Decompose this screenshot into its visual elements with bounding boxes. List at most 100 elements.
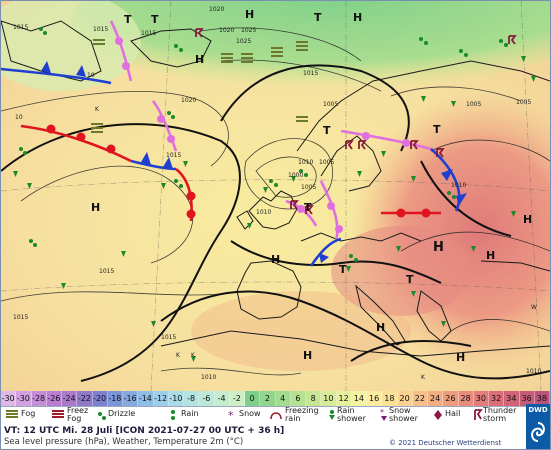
pressure-centre-high: H — [195, 53, 204, 66]
legend-label: Fog — [21, 409, 36, 418]
svg-text:*: * — [228, 409, 234, 421]
pressure-centre-low: T — [433, 123, 441, 136]
pressure-centre-low: T — [323, 124, 331, 137]
pressure-centre-high: H — [245, 8, 254, 21]
north-coast-europe — [300, 232, 422, 242]
pressure-centre-high: H — [456, 351, 465, 364]
pressure-centre-high: H — [523, 213, 532, 226]
temperature-scale-step: -30 — [16, 391, 32, 406]
cold-front-atlantic — [130, 159, 177, 171]
temperature-scale-step: 8 — [306, 391, 322, 406]
temperature-scale-step: -20 — [92, 391, 108, 406]
temperature-scale-step: 28 — [458, 391, 474, 406]
iberia-coast — [236, 260, 302, 320]
isobar-label: 1020 — [209, 6, 224, 13]
small-map-label: W — [531, 304, 537, 311]
temperature-scale-step: -30 — [1, 391, 17, 406]
rain-icon — [171, 410, 175, 420]
isobar-label: 1015 — [99, 268, 114, 275]
isobar-label: 1010 — [298, 159, 313, 166]
temperature-scale-step: 34 — [504, 391, 520, 406]
temperature-scale-step: -22 — [77, 391, 93, 406]
pressure-centre-high: H — [433, 240, 444, 255]
occlusion-north-sea — [319, 180, 339, 242]
small-map-label: 10 — [15, 114, 23, 121]
dwd-logo-text: DWD — [528, 406, 548, 414]
norway-coast — [320, 135, 382, 192]
temperature-scale-step: -6 — [199, 391, 215, 406]
temperature-scale-step: -18 — [107, 391, 123, 406]
shower-symbols — [13, 56, 536, 362]
black-sea-coast — [480, 260, 550, 272]
precipitation-symbols — [19, 27, 508, 262]
temperature-scale-step: 22 — [412, 391, 428, 406]
dwd-logo: DWD — [526, 404, 550, 449]
snow-icon: * — [228, 409, 234, 421]
temperature-scale-step: -16 — [123, 391, 139, 406]
small-map-label: K — [421, 374, 426, 381]
legend-label: Drizzle — [108, 409, 136, 418]
snow-shower-icon: * — [380, 409, 387, 421]
legend-label: Freez Fog — [67, 406, 89, 423]
pressure-centres: H H H H H H H H H H H T T T T T T T T — [91, 8, 532, 364]
cool-zone-northwest — [1, 1, 141, 91]
isobar-label: 1015 — [141, 30, 156, 37]
cold-front-north — [1, 67, 112, 85]
isobar-label: 1000 — [288, 172, 303, 179]
freezing-rain-icon — [270, 412, 282, 420]
cool-zone-north — [71, 1, 550, 91]
drizzle-icon — [98, 412, 106, 420]
legend-label: Freezing rain — [285, 406, 319, 423]
rain-shower-icon — [329, 410, 335, 420]
dwd-swirl-icon — [531, 422, 545, 442]
temperature-scale-step: -28 — [31, 391, 47, 406]
heat-zone-mediterranean — [191, 291, 411, 371]
thunderstorm-icon — [474, 409, 483, 420]
temperature-scale-step: 20 — [397, 391, 413, 406]
isobar-label: 1015 — [166, 152, 181, 159]
graticule — [1, 1, 550, 391]
small-map-label: K — [95, 106, 100, 113]
temperature-scale-step: -10 — [168, 391, 184, 406]
temperature-scale-step: -26 — [46, 391, 62, 406]
svg-text:*: * — [380, 409, 384, 417]
temperature-scale: -30 -30 -28 -26 -24 -22 -20 -18 -16 -14 -12 -10 -8 -6… — [1, 391, 550, 406]
legend-label: Rain — [181, 409, 199, 418]
north-africa-coast — [160, 330, 550, 357]
pressure-centre-low: T — [339, 263, 347, 276]
temperature-scale-step: -12 — [153, 391, 169, 406]
pressure-centre-low: T — [124, 13, 132, 26]
isobar-label: 1010 — [526, 368, 541, 375]
isobar-label: 1005 — [466, 101, 481, 108]
small-map-labels: 10 10 K K K K W — [15, 72, 537, 381]
pressure-centre-high: H — [303, 349, 312, 362]
isobar-label: 1005 — [516, 99, 531, 106]
pressure-centre-high: H — [376, 321, 385, 334]
legend-label: Thunder storm — [483, 406, 517, 423]
temperature-scale-step: -14 — [138, 391, 154, 406]
isobar-label: 1015 — [161, 334, 176, 341]
temperature-scale-step: -8 — [184, 391, 200, 406]
temperature-scale-step: 4 — [275, 391, 291, 406]
temperature-scale-step: 30 — [473, 391, 489, 406]
isobar-label: 1005 — [319, 159, 334, 166]
temperature-scale-step: 6 — [290, 391, 306, 406]
isobar-label: 1005 — [301, 184, 316, 191]
temperature-scale-step: 38 — [534, 391, 550, 406]
temperature-scale-step: 36 — [519, 391, 535, 406]
temperature-scale-step: 0 — [245, 391, 261, 406]
pressure-centre-low: T — [314, 11, 322, 24]
fog-icon — [6, 410, 18, 418]
legend-label: Snow — [239, 409, 261, 418]
fog-symbols — [91, 39, 308, 133]
valid-time-label: VT: 12 UTC Mi. 28 Juli [ICON 2021-07-27 … — [4, 426, 285, 436]
temperature-scale-step: 12 — [336, 391, 352, 406]
temperature-scale-step: -2 — [229, 391, 245, 406]
occlusion-scandinavia — [340, 129, 432, 151]
map-description: Sea level pressure (hPa), Weather, Tempe… — [4, 437, 244, 447]
temperature-scale-step: 18 — [382, 391, 398, 406]
isobars-major — [1, 64, 550, 382]
hail-icon — [434, 410, 442, 420]
isobar-label: 1010 — [451, 182, 466, 189]
